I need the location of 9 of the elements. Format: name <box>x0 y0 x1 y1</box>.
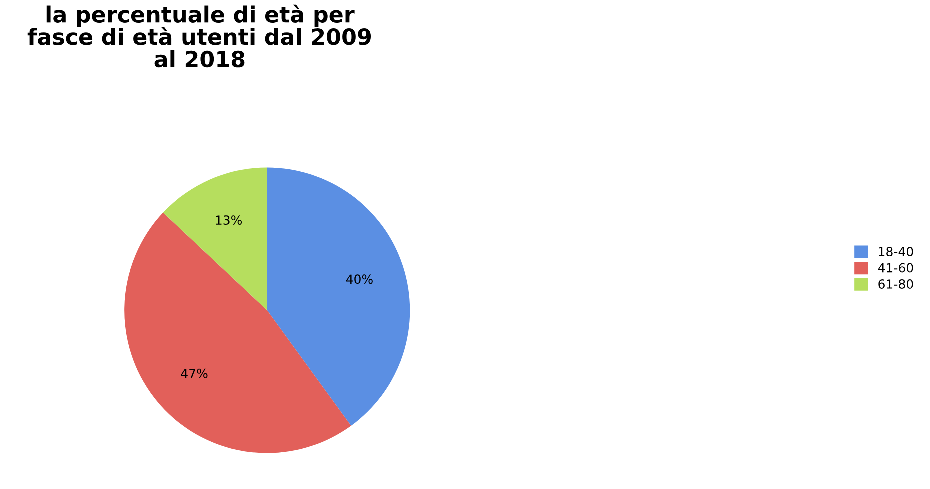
legend-label: 61-80 <box>878 280 914 289</box>
pie-slice <box>267 168 410 426</box>
data-label: 40% <box>346 274 373 284</box>
chart-title: la percentuale di età per fasce di età utenti dal 2009 al 2018 <box>28 4 372 68</box>
data-label: 13% <box>216 216 242 226</box>
pie-slice <box>163 168 268 311</box>
legend-label: 41-60 <box>878 263 914 273</box>
data-label: 47% <box>181 368 208 378</box>
legend-label: 18-40 <box>879 247 914 257</box>
